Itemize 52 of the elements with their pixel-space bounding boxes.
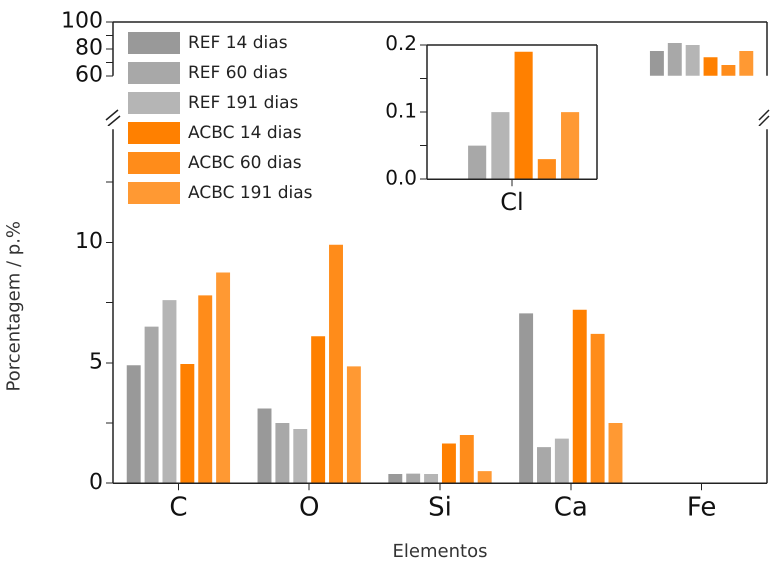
- bar: [491, 112, 510, 179]
- x-axis-title: Elementos: [392, 540, 488, 562]
- bar: [561, 112, 580, 179]
- bar: [514, 52, 533, 179]
- bar: [293, 429, 308, 483]
- y-tick-label: 10: [75, 229, 103, 254]
- x-tick-label: O: [298, 492, 320, 523]
- bar: [388, 474, 402, 483]
- y-tick-label: 0: [89, 470, 103, 495]
- bar: [460, 435, 474, 483]
- bar: [275, 422, 290, 483]
- y-tick-label: 80: [75, 36, 103, 61]
- bar: [572, 310, 587, 483]
- y-tick-label: 60: [75, 62, 103, 88]
- bar: [126, 365, 141, 483]
- y-tick-label: 0.0: [385, 165, 417, 190]
- bar: [311, 336, 326, 483]
- bar: [442, 443, 456, 483]
- bar: [329, 244, 343, 483]
- bar: [346, 366, 361, 483]
- y-tick-label: 5: [89, 350, 103, 375]
- bar: [468, 146, 486, 179]
- x-tick-label: Fe: [686, 492, 716, 523]
- bar: [608, 422, 622, 483]
- bar: [590, 334, 605, 483]
- bar: [198, 295, 212, 483]
- x-tick-label: C: [169, 492, 188, 523]
- bar: [144, 326, 159, 483]
- bar: [424, 474, 438, 483]
- y-axis-title: Porcentagem / p.%: [3, 220, 24, 392]
- legend-label: ACBC 191 dias: [188, 183, 312, 203]
- bar: [519, 313, 534, 483]
- x-tick-label: Si: [428, 492, 452, 523]
- x-tick-label: Cl: [500, 188, 524, 216]
- bar: [216, 272, 230, 483]
- legend-label: ACBC 14 dias: [188, 123, 302, 143]
- legend-label: REF 14 dias: [188, 33, 288, 53]
- y-tick-label: 100: [61, 8, 103, 34]
- bar: [180, 364, 194, 483]
- y-tick-label: 0.2: [385, 31, 417, 56]
- x-tick-label: Ca: [554, 492, 588, 523]
- bar: [258, 408, 272, 483]
- bar: [478, 471, 492, 483]
- bar: [162, 300, 176, 483]
- bar: [406, 474, 420, 483]
- legend-label: REF 191 dias: [188, 93, 298, 113]
- legend-label: REF 60 dias: [188, 63, 288, 83]
- y-tick-label: 0.1: [385, 98, 417, 122]
- bar: [538, 159, 556, 179]
- bar: [537, 447, 551, 483]
- bar: [554, 438, 569, 483]
- legend-label: ACBC 60 dias: [188, 153, 302, 173]
